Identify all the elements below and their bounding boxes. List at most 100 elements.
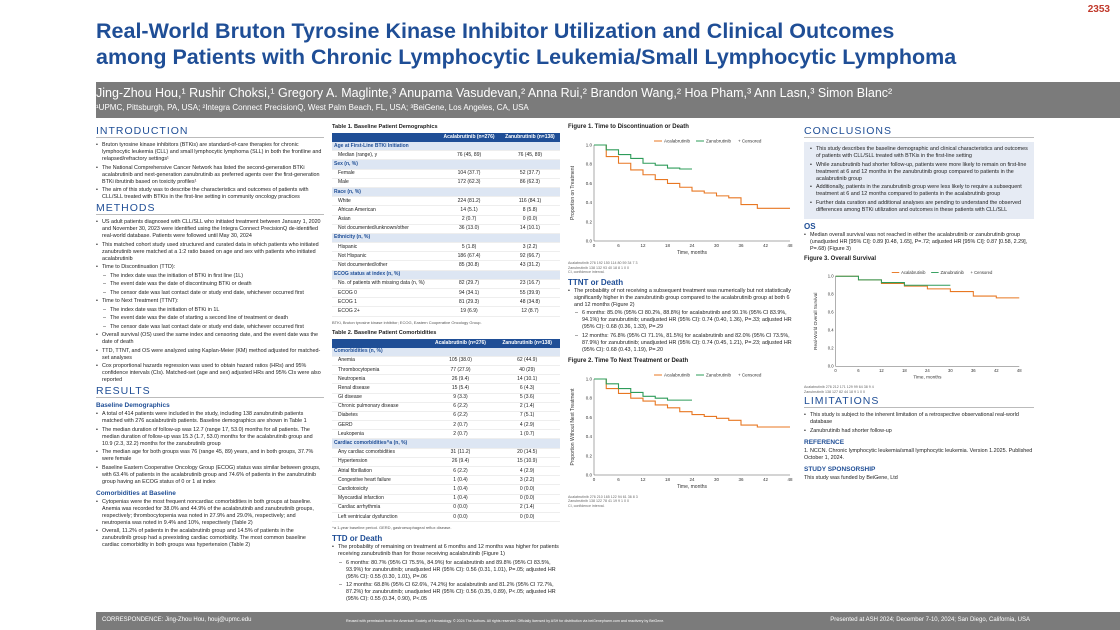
methods-bullet: The event date was the date of discontin…	[96, 281, 324, 288]
series-line-acalabrutinib	[594, 144, 790, 209]
y-axis-label: Proportion Without Next Treatment	[570, 387, 576, 465]
table-cell: Cardiac arrhythmia	[332, 503, 427, 513]
table-cell: 2 (1.4)	[494, 402, 560, 412]
table-cell: 0 (0.0)	[426, 512, 495, 523]
x-axis-label: Time, months	[677, 250, 708, 256]
methods-bullet: TTD, TTNT, and OS were analyzed using Ka…	[96, 348, 324, 362]
footer-presented: Presented at ASH 2024; December 7-10, 20…	[830, 617, 1030, 623]
methods-bullet: The event date was the date of starting …	[96, 315, 324, 322]
x-axis-label: Time, months	[677, 484, 708, 490]
legend-label: + Censored	[738, 139, 762, 144]
table-cell: 26 (9.4)	[426, 457, 495, 468]
table-cell: 5 (3.6)	[494, 393, 560, 403]
table-cell	[499, 233, 560, 244]
ttnt-12-month: 12 months: 76.8% (95% CI 71.1%, 81.5%) f…	[568, 333, 796, 354]
introduction-bullet: The National Comprehensive Cancer Networ…	[96, 165, 324, 186]
table-cell: ECOG 2+	[332, 306, 439, 317]
table-cell: 186 (67.4)	[438, 251, 500, 262]
table-cell: 116 (84.1)	[499, 196, 560, 207]
table-row: Anemia 105 (38.0) 62 (44.9)	[332, 356, 560, 366]
table-row: Female 104 (37.7) 52 (37.7)	[332, 169, 560, 179]
introduction-heading: INTRODUCTION	[96, 126, 324, 138]
conclusions-box: This study describes the baseline demogr…	[804, 142, 1034, 219]
y-tick-label: 1.0	[828, 274, 835, 279]
introduction-list: Bruton tyrosine kinase inhibitors (BTKis…	[96, 142, 324, 201]
table-cell: 4 (2.9)	[494, 420, 560, 431]
table-cell: Leukopenia	[332, 429, 427, 440]
footer-license: Reused with permission from the American…	[346, 619, 665, 623]
y-tick-label: 0.8	[828, 292, 835, 297]
table-cell: 2 (1.4)	[494, 503, 560, 513]
x-tick-label: 6	[857, 368, 860, 373]
x-tick-label: 0	[834, 368, 837, 373]
ttnt-6-month: 6 months: 85.0% (95% CI 80.2%, 88.8%) fo…	[568, 310, 796, 331]
figure-2-risk-acalabrutinib: Acalabrutinib 276 210 165 122 94 61 36 8…	[568, 494, 638, 499]
column-2: Table 1. Baseline Patient Demographics A…	[332, 124, 560, 605]
sponsorship-text: This study was funded by BeiGene, Ltd	[804, 474, 898, 481]
table-cell: 31 (11.2)	[426, 448, 495, 458]
column-3: Figure 1. Time to Discontinuation or Dea…	[568, 124, 796, 511]
series-line-zanubrutinib	[594, 144, 692, 170]
methods-bullet: Time to Discontinuation (TTD):	[96, 264, 324, 271]
figure-2-caption: CI, confidence interval.	[568, 503, 605, 508]
x-axis-label: Time, months	[913, 374, 942, 379]
table-cell: 77 (27.9)	[426, 365, 495, 376]
methods-bullet: The index date was the initiation of BTK…	[96, 307, 324, 314]
table-row: Not Hispanic 186 (67.4) 92 (66.7)	[332, 251, 560, 262]
series-line-zanubrutinib	[835, 275, 951, 286]
table-cell: 52 (37.7)	[499, 169, 560, 179]
table-cell: Ethnicity (n, %)	[332, 233, 439, 244]
x-tick-label: 48	[787, 243, 793, 248]
table-row: Neutropenia 26 (9.4) 14 (10.1)	[332, 374, 560, 385]
table-cell: 0 (0.0)	[494, 494, 560, 504]
y-tick-label: 1.0	[586, 376, 593, 381]
table-row: Diabetes 6 (2.2) 7 (5.1)	[332, 411, 560, 422]
table-cell	[499, 187, 560, 198]
table-cell: ECOG status at index (n, %)	[332, 270, 439, 280]
table-row: ECOG 2+ 19 (6.9) 12 (8.7)	[332, 306, 560, 317]
y-tick-label: 0.4	[586, 434, 593, 439]
table-cell: 6 (2.2)	[426, 466, 495, 477]
title-line-1: Real-World Bruton Tyrosine Kinase Inhibi…	[96, 19, 895, 43]
table-row: GERD 2 (0.7) 4 (2.9)	[332, 420, 560, 431]
baseline-bullet: The median duration of follow-up was 12.…	[96, 427, 324, 448]
table-cell: Male	[332, 178, 439, 188]
table-cell: Asian	[332, 215, 439, 225]
table-cell: Any cardiac comorbidities	[332, 448, 427, 458]
table-cell: 15 (10.9)	[494, 457, 560, 468]
x-tick-label: 30	[948, 368, 953, 373]
methods-bullet: Time to Next Treatment (TTNT):	[96, 298, 324, 305]
x-tick-label: 0	[593, 477, 596, 482]
x-tick-label: 36	[738, 477, 744, 482]
comorbidities-heading: Comorbidities at Baseline	[96, 489, 176, 497]
table-cell: 86 (62.3)	[499, 178, 560, 188]
legend-label: Zanubrutinib	[706, 372, 732, 377]
table-cell: 23 (16.7)	[499, 279, 560, 290]
y-tick-label: 1.0	[586, 143, 593, 148]
table-row: Cardiotoxicity 1 (0.4) 0 (0.0)	[332, 484, 560, 495]
table-row: Congestive heart failure 1 (0.4) 3 (2.2)	[332, 475, 560, 486]
figure-1-chart: Proportion on Treatment 0.0 0.2 0.4 0.6 0.8 1.…	[570, 139, 793, 257]
reference-text: 1. NCCN. Chronic lymphocytic leukemia/sm…	[804, 447, 1033, 461]
table-cell: Not documented/other	[332, 260, 439, 271]
y-tick-label: 0.6	[828, 310, 835, 315]
table-row: Median (range), y 76 (45, 89) 76 (45, 89)	[332, 150, 560, 161]
methods-bullet: The censor date was last contact date or…	[96, 290, 324, 297]
table-cell: 9 (3.3)	[426, 393, 495, 403]
legend-label: Zanubrutinib	[941, 270, 965, 275]
legend-label: Zanubrutinib	[706, 139, 732, 144]
table-cell	[426, 347, 495, 357]
ttd-list: The probability of remaining on treatmen…	[332, 544, 560, 603]
y-tick-label: 0.8	[586, 395, 593, 400]
legend-label: + Censored	[971, 270, 994, 275]
table-row: Not documented/unknown/other 36 (13.0) 14 …	[332, 224, 560, 234]
table-cell: GERD	[332, 420, 427, 431]
figure-3-chart: Real-World Overall Survival 0.0 0.2 0.4 0.6 0…	[813, 270, 1022, 380]
footer-bar: CORRESPONDENCE: Jing-Zhou Hou, houj@upmc…	[96, 612, 1120, 630]
table-cell: 76 (45, 89)	[438, 150, 500, 161]
methods-list: US adult patients diagnosed with CLL/SLL…	[96, 219, 324, 384]
table-row: Renal disease 15 (5.4) 6 (4.3)	[332, 383, 560, 394]
table-category-row: Race (n, %)	[332, 187, 560, 198]
table-cell: 48 (34.8)	[499, 297, 560, 308]
table-cell: 7 (5.1)	[494, 411, 560, 422]
